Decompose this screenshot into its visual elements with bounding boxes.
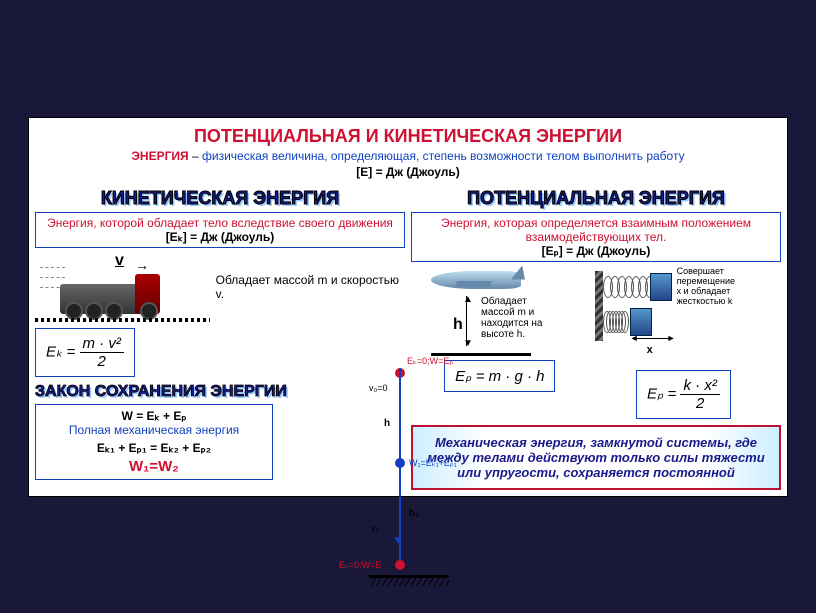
truck-icon: v →	[35, 252, 210, 322]
conservation-statement-box: Механическая энергия, замкнутой системы,…	[411, 425, 781, 490]
unit-main: [E] = Дж (Джоуль)	[35, 165, 781, 179]
potential-formula-spring: Eₚ = k · x²2	[595, 370, 773, 419]
potential-title: ПОТЕНЦИАЛЬНАЯ ЭНЕРГИЯ	[411, 188, 781, 209]
physics-poster: ПОТЕНЦИАЛЬНАЯ И КИНЕТИЧЕСКАЯ ЭНЕРГИИ ЭНЕ…	[28, 117, 788, 497]
subtitle: ЭНЕРГИЯ – физическая величина, определяю…	[35, 149, 781, 163]
kinetic-definition-box: Энергия, которой обладает тело вследстви…	[35, 212, 405, 248]
falling-ball-diagram: Eₖ=0;W=Eₚ v₀=0 h W₁=Eₖ₁+Eₚ₁ h₁ v₁ ▼ Eₚ=0…	[359, 348, 449, 608]
truck-row: v → Обладает массой m и скоростью v.	[35, 252, 405, 322]
main-title: ПОТЕНЦИАЛЬНАЯ И КИНЕТИЧЕСКАЯ ЭНЕРГИИ	[35, 126, 781, 147]
airplane-icon: ▲ ▼ h Обладает массой m и находится на в…	[411, 266, 551, 356]
spring-icon: ◄ ► x Совершает перемещение x и обладает…	[595, 266, 735, 366]
kinetic-formula: Eₖ = m · v²2	[35, 328, 405, 377]
kinetic-desc: Обладает массой m и скоростью v.	[216, 273, 405, 301]
conservation-law-box: W = Eₖ + Eₚ Полная механическая энергия …	[35, 404, 273, 480]
potential-column: ПОТЕНЦИАЛЬНАЯ ЭНЕРГИЯ Энергия, которая о…	[411, 185, 781, 490]
conservation-law-title: ЗАКОН СОХРАНЕНИЯ ЭНЕРГИИ	[35, 383, 405, 401]
kinetic-title: КИНЕТИЧЕСКАЯ ЭНЕРГИЯ	[35, 188, 405, 209]
kinetic-column: КИНЕТИЧЕСКАЯ ЭНЕРГИЯ Энергия, которой об…	[35, 185, 405, 490]
examples-row: ▲ ▼ h Обладает массой m и находится на в…	[411, 266, 781, 419]
potential-definition-box: Энергия, которая определяется взаимным п…	[411, 212, 781, 262]
